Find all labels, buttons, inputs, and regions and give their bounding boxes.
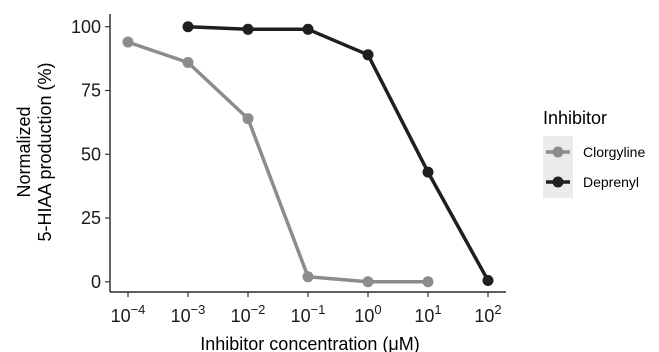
- series-line-clorgyline: [127, 40, 428, 284]
- data-point-deprenyl: [182, 21, 194, 33]
- data-point-deprenyl: [422, 166, 434, 178]
- data-point-deprenyl: [362, 49, 374, 61]
- x-tick-label: 10−2: [231, 302, 266, 326]
- data-point-deprenyl: [482, 275, 494, 287]
- x-axis-title: Inhibitor concentration (μM): [200, 334, 419, 352]
- data-point-deprenyl: [302, 23, 314, 35]
- legend-label: Clorgyline: [583, 144, 645, 160]
- data-point-clorgyline: [302, 271, 314, 283]
- y-axis-title-line-1: Normalized: [14, 106, 34, 197]
- plot-area: [122, 21, 494, 288]
- x-tick-label: 100: [354, 302, 381, 326]
- x-tick-label: 10−4: [111, 302, 146, 326]
- y-tick-label: 25: [81, 208, 101, 228]
- legend-label: Deprenyl: [583, 174, 639, 190]
- legend-key-point: [552, 146, 564, 158]
- legend-key-background: [543, 136, 573, 198]
- y-tick-label: 50: [81, 144, 101, 164]
- axes: 0 25 50 75 100 10−4 10−3 10−2 10−1 100 101 102: [71, 14, 506, 326]
- legend-title: Inhibitor: [543, 108, 607, 128]
- series-line-deprenyl: [187, 25, 490, 282]
- data-point-clorgyline: [122, 36, 134, 48]
- y-tick-label: 75: [81, 81, 101, 101]
- data-point-deprenyl: [242, 23, 254, 35]
- data-point-clorgyline: [422, 276, 434, 288]
- y-axis-title-line-2: 5-HIAA production (%): [35, 62, 55, 241]
- x-tick-label: 10−3: [171, 302, 206, 326]
- x-tick-label: 10−1: [291, 302, 326, 326]
- x-tick-label: 101: [414, 302, 441, 326]
- y-tick-label: 0: [91, 272, 101, 292]
- legend: Inhibitor Clorgyline Deprenyl: [543, 108, 645, 198]
- y-tick-label: 100: [71, 17, 101, 37]
- data-point-clorgyline: [182, 56, 194, 68]
- data-point-clorgyline: [242, 113, 254, 125]
- legend-key-point: [552, 176, 564, 188]
- data-point-clorgyline: [362, 276, 374, 288]
- x-tick-label: 102: [474, 302, 501, 326]
